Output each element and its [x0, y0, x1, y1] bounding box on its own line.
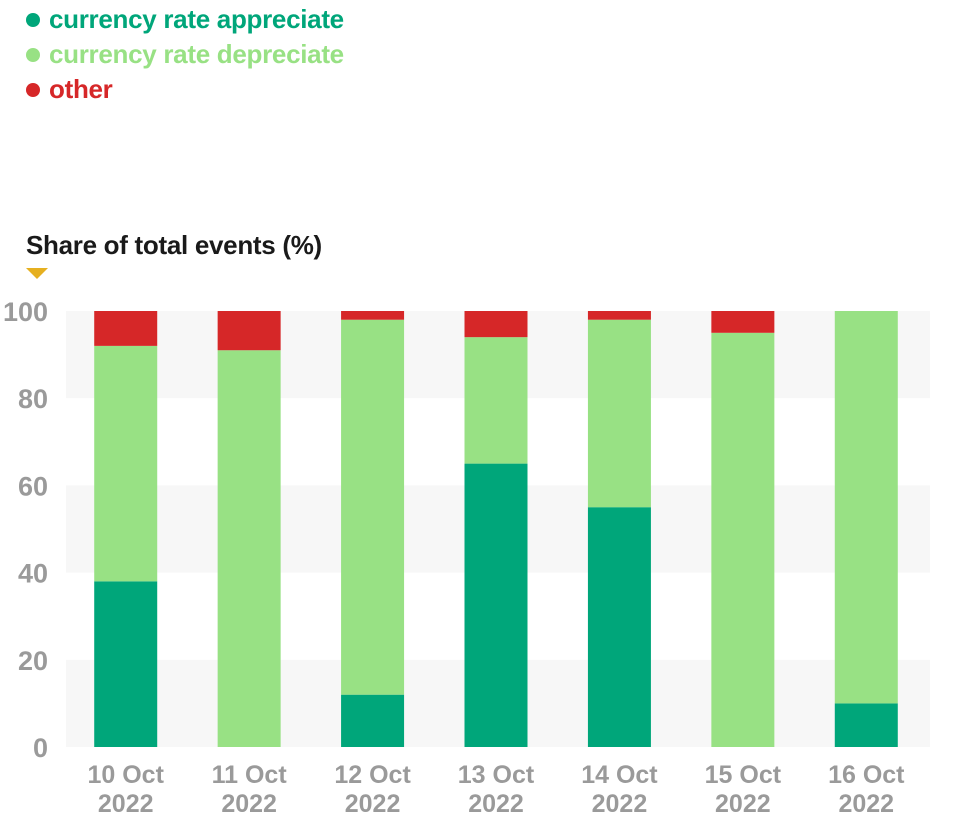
legend-dot-appreciate [26, 12, 40, 27]
bar-segment [94, 311, 158, 346]
y-axis-label-marker-icon [26, 268, 48, 279]
y-tick-label: 40 [18, 559, 48, 589]
legend-label-other: other [49, 74, 113, 104]
x-tick-label: 2022 [98, 790, 154, 818]
x-tick-label: 13 Oct [458, 761, 535, 789]
bar-segment [217, 350, 281, 747]
legend-item-other: other [26, 72, 344, 107]
legend-dot-other [26, 82, 40, 97]
bar-segment [711, 311, 775, 333]
x-tick-label: 2022 [715, 790, 771, 818]
bar-segment [834, 311, 898, 704]
y-axis-label: Share of total events (%) [26, 230, 322, 260]
x-tick-label: 2022 [838, 790, 894, 818]
x-tick-label: 2022 [345, 790, 401, 818]
bar-segment [94, 345, 158, 582]
bar-segment [711, 332, 775, 747]
legend-dot-depreciate [26, 47, 40, 62]
legend-label-appreciate: currency rate appreciate [49, 4, 344, 34]
legend: currency rate appreciate currency rate d… [26, 2, 344, 107]
x-tick-label: 10 Oct [87, 761, 164, 789]
x-tick-label: 2022 [468, 790, 524, 818]
y-tick-label: 60 [18, 471, 48, 501]
bar-segment [341, 311, 405, 320]
x-tick-label: 14 Oct [581, 761, 658, 789]
bar-segment [341, 319, 405, 695]
bar-segment [834, 703, 898, 747]
y-tick-label: 100 [3, 297, 48, 327]
bar-segment [587, 319, 651, 508]
x-tick-label: 16 Oct [828, 761, 905, 789]
x-tick-label: 2022 [221, 790, 277, 818]
bar-segment [217, 311, 281, 351]
bar-segment [464, 311, 528, 338]
x-tick-label: 2022 [592, 790, 648, 818]
y-tick-label: 80 [18, 384, 48, 414]
legend-item-depreciate: currency rate depreciate [26, 37, 344, 72]
y-tick-label: 20 [18, 646, 48, 676]
x-tick-label: 11 Oct [212, 761, 288, 789]
x-tick-label: 12 Oct [334, 761, 411, 789]
legend-item-appreciate: currency rate appreciate [26, 2, 344, 37]
bar-segment [464, 463, 528, 747]
bar-segment [587, 507, 651, 747]
bar-segment [464, 337, 528, 464]
x-tick-label: 15 Oct [705, 761, 782, 789]
legend-label-depreciate: currency rate depreciate [49, 39, 344, 69]
y-tick-label: 0 [33, 733, 48, 763]
bar-segment [94, 581, 158, 747]
bar-segment [587, 311, 651, 320]
bar-segment [341, 694, 405, 747]
